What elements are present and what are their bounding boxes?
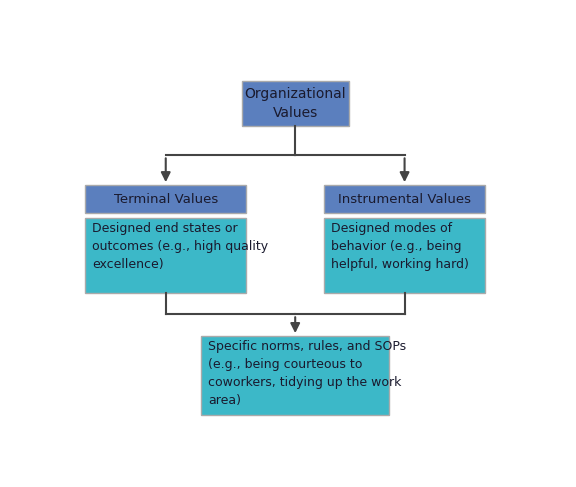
FancyBboxPatch shape — [324, 218, 485, 293]
FancyBboxPatch shape — [202, 336, 389, 415]
Text: Terminal Values: Terminal Values — [113, 192, 218, 206]
Text: Instrumental Values: Instrumental Values — [338, 192, 471, 206]
Text: Designed modes of
behavior (e.g., being
helpful, working hard): Designed modes of behavior (e.g., being … — [331, 222, 469, 271]
Text: Organizational
Values: Organizational Values — [244, 87, 346, 120]
FancyBboxPatch shape — [242, 81, 348, 126]
Text: Specific norms, rules, and SOPs
(e.g., being courteous to
coworkers, tidying up : Specific norms, rules, and SOPs (e.g., b… — [208, 340, 406, 408]
FancyBboxPatch shape — [324, 185, 485, 213]
FancyBboxPatch shape — [85, 185, 246, 213]
FancyBboxPatch shape — [85, 218, 246, 293]
Text: Designed end states or
outcomes (e.g., high quality
excellence): Designed end states or outcomes (e.g., h… — [92, 222, 268, 271]
